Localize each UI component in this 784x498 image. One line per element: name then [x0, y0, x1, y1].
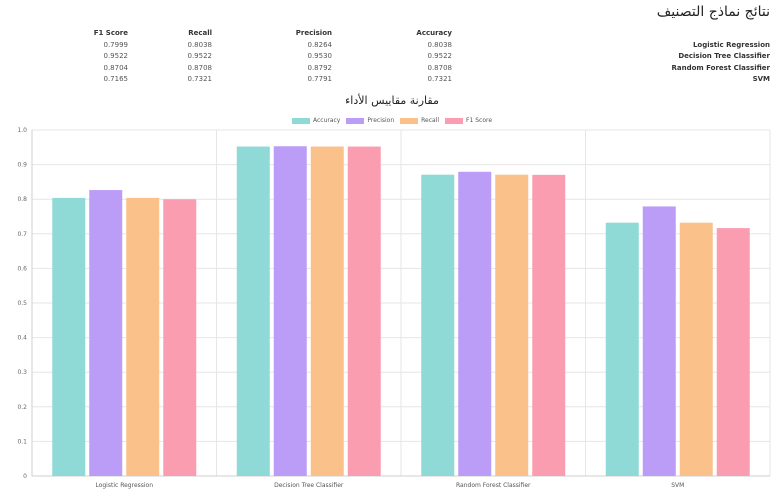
cell-model: Random Forest Classifier	[671, 63, 771, 72]
y-tick-label: 0.4	[17, 335, 27, 342]
header-precision: Precision	[295, 29, 332, 37]
table-row: 0.9522 0.9522 0.9530 0.9522 Decision Tre…	[30, 51, 771, 63]
cell-f1: 0.8704	[103, 63, 129, 72]
legend-item-f1-score[interactable]: F1 Score	[445, 117, 492, 124]
x-tick-label: Decision Tree Classifier	[274, 482, 344, 489]
cell-model: SVM	[752, 75, 770, 83]
bar-accuracy	[52, 197, 86, 476]
legend-swatch-precision	[346, 117, 365, 124]
y-tick-label: 0.7	[17, 231, 27, 238]
bar-recall	[495, 174, 529, 477]
legend-label: Recall	[421, 117, 440, 124]
bar-recall	[679, 222, 713, 476]
legend-item-precision[interactable]: Precision	[346, 117, 394, 124]
y-tick-label: 0.9	[17, 162, 27, 169]
legend-label: F1 Score	[466, 117, 493, 124]
legend-swatch-f1-score	[445, 117, 464, 124]
bar-accuracy	[605, 222, 639, 476]
bar-f1-score	[532, 174, 566, 476]
cell-recall: 0.8708	[187, 63, 213, 72]
cell-precision: 0.8264	[307, 40, 333, 49]
legend-item-accuracy[interactable]: Accuracy	[291, 117, 341, 124]
table-row: 0.7165 0.7321 0.7791 0.7321 SVM	[30, 74, 771, 86]
cell-precision: 0.9530	[307, 52, 333, 60]
cell-model: Decision Tree Classifier	[678, 52, 770, 60]
cell-model: Logistic Regression	[692, 40, 770, 49]
table-row: 0.8704 0.8708 0.8792 0.8708 Random Fores…	[30, 63, 771, 75]
x-tick-label: SVM	[671, 482, 684, 489]
bar-recall	[126, 197, 160, 476]
cell-precision: 0.8792	[307, 63, 333, 72]
table-row: 0.7999 0.8038 0.8264 0.8038 Logistic Reg…	[30, 40, 771, 52]
y-tick-label: 0.3	[17, 369, 27, 376]
x-tick-label: Random Forest Classifier	[456, 482, 531, 489]
legend-item-recall[interactable]: Recall	[400, 117, 439, 124]
y-tick-label: 0.6	[17, 265, 27, 272]
cell-recall: 0.8038	[187, 40, 213, 49]
header-f1-score: F1 Score	[93, 29, 128, 37]
y-tick-label: 0.5	[17, 300, 27, 307]
bar-accuracy	[421, 174, 455, 477]
bar-precision	[458, 171, 492, 476]
header-accuracy: Accuracy	[416, 29, 452, 37]
cell-recall: 0.9522	[187, 52, 213, 60]
cell-f1: 0.7999	[103, 40, 129, 49]
bar-f1-score	[716, 228, 750, 476]
cell-accuracy: 0.7321	[427, 75, 453, 83]
y-tick-label: 0.8	[17, 196, 27, 203]
y-tick-label: 1.0	[17, 127, 27, 134]
legend-label: Precision	[367, 117, 395, 124]
cell-precision: 0.7791	[307, 75, 333, 83]
y-tick-label: 0	[23, 473, 27, 480]
page-title: نتائج نماذج التصنيف	[656, 4, 770, 20]
bar-f1-score	[163, 199, 197, 476]
results-table: F1 Score Recall Precision Accuracy 0.799…	[30, 28, 770, 86]
bar-precision	[642, 206, 676, 476]
legend-swatch-recall	[400, 117, 419, 124]
x-tick-label: Logistic Regression	[95, 482, 153, 489]
bar-f1-score	[347, 146, 381, 476]
chart-legend: Accuracy Precision Recall F1 Score	[0, 117, 784, 124]
cell-accuracy: 0.8038	[427, 40, 453, 49]
legend-swatch-accuracy	[291, 117, 310, 124]
bar-precision	[89, 190, 123, 476]
bar-recall	[310, 146, 344, 476]
cell-f1: 0.9522	[103, 52, 129, 60]
table-header-row: F1 Score Recall Precision Accuracy	[30, 28, 770, 40]
bar-accuracy	[236, 146, 270, 476]
cell-f1: 0.7165	[103, 75, 129, 83]
legend-label: Accuracy	[312, 117, 341, 124]
cell-accuracy: 0.8708	[427, 63, 453, 72]
header-recall: Recall	[188, 29, 212, 37]
bar-precision	[273, 146, 307, 476]
cell-recall: 0.7321	[187, 75, 213, 83]
chart-title: مقارنة مقاييس الأداء	[345, 94, 439, 107]
y-tick-label: 0.1	[17, 438, 27, 445]
cell-accuracy: 0.9522	[427, 52, 453, 60]
y-tick-label: 0.2	[17, 404, 27, 411]
